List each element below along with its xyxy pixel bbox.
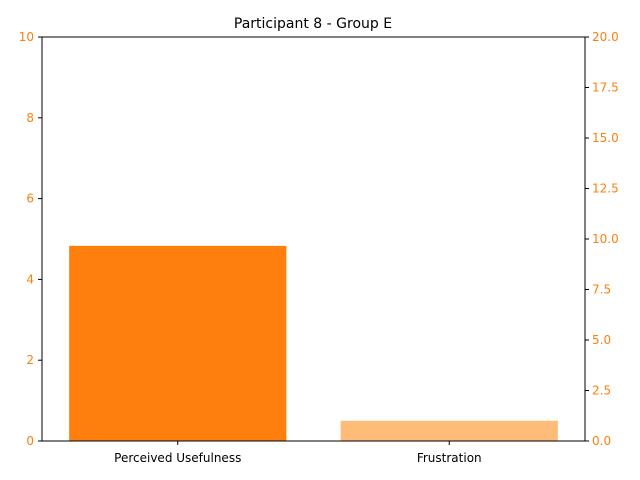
left-tick-label: 6 xyxy=(26,192,34,206)
chart-title: Participant 8 - Group E xyxy=(234,16,392,32)
bar-perceived-usefulness xyxy=(69,245,287,441)
right-tick-label: 10.0 xyxy=(592,232,619,246)
left-tick-label: 8 xyxy=(26,111,34,125)
right-tick-label: 20.0 xyxy=(592,30,619,44)
left-tick-label: 2 xyxy=(26,353,34,367)
x-tick-label: Perceived Usefulness xyxy=(114,451,241,465)
bars-group xyxy=(69,245,558,441)
left-tick-label: 4 xyxy=(26,272,34,286)
right-tick-label: 2.5 xyxy=(592,384,611,398)
right-tick-label: 12.5 xyxy=(592,182,619,196)
right-tick-label: 15.0 xyxy=(592,131,619,145)
right-tick-label: 0.0 xyxy=(592,434,611,448)
left-tick-label: 0 xyxy=(26,434,34,448)
plot-frame xyxy=(41,36,586,442)
right-tick-label: 7.5 xyxy=(592,283,611,297)
x-tick-label: Frustration xyxy=(417,451,482,465)
left-tick-label: 10 xyxy=(19,30,34,44)
right-y-axis: 0.0 2.5 5.0 7.5 10.0 12.5 15.0 17.5 20.0 xyxy=(585,30,619,448)
right-tick-label: 5.0 xyxy=(592,333,611,347)
left-y-axis: 0 2 4 6 8 10 xyxy=(19,30,42,448)
right-tick-label: 17.5 xyxy=(592,81,619,95)
bar-frustration xyxy=(340,420,558,441)
x-axis: Perceived Usefulness Frustration xyxy=(114,441,482,465)
